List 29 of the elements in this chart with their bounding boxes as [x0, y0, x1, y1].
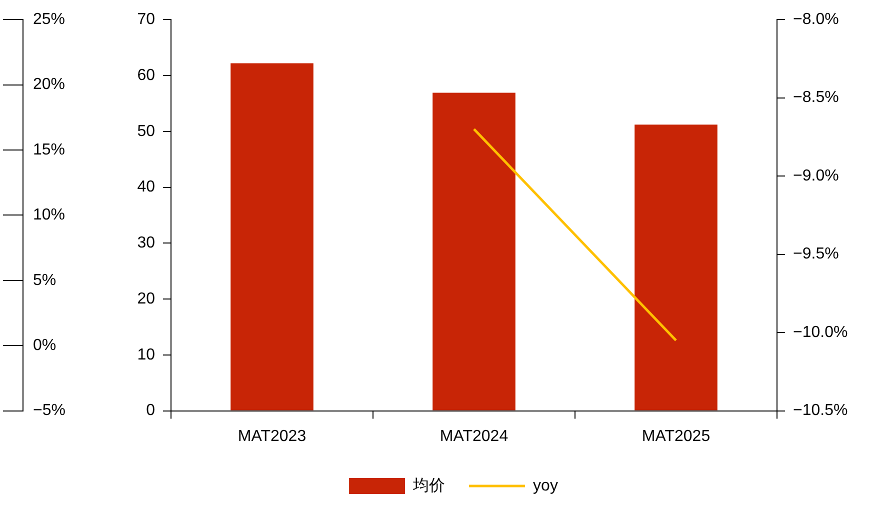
legend-label: 均价 — [412, 477, 446, 494]
y3-tick-label: −5% — [33, 402, 66, 420]
y3-tick-label: 15% — [33, 141, 66, 158]
x-tick-label: MAT2023 — [238, 428, 306, 445]
y2-tick-label: −10.0% — [793, 324, 848, 341]
bar — [432, 92, 516, 410]
y-tick-label: 20 — [137, 290, 156, 308]
y-tick-label: 70 — [137, 11, 156, 28]
y3-tick-label: 10% — [33, 206, 66, 224]
y3-tick-label: 25% — [33, 11, 66, 28]
bar — [634, 124, 718, 410]
y2-tick-label: −8.5% — [793, 89, 839, 106]
y3-tick-label: 5% — [33, 272, 56, 289]
x-tick-label: MAT2025 — [642, 428, 710, 445]
y-tick-label: 0 — [146, 402, 156, 420]
x-tick-label: MAT2024 — [440, 428, 508, 445]
y3-tick-label: 20% — [33, 76, 66, 94]
y2-tick-label: −10.5% — [793, 402, 848, 420]
y-tick-label: 10 — [137, 346, 156, 364]
y-tick-label: 30 — [137, 234, 156, 252]
y-tick-label: 40 — [137, 178, 156, 196]
y-tick-label: 60 — [137, 66, 156, 84]
y2-tick-label: −9.0% — [793, 167, 839, 184]
bar — [230, 63, 314, 410]
y2-tick-label: −8.0% — [793, 11, 839, 28]
y3-tick-label: 0% — [33, 337, 56, 354]
y2-tick-label: −9.5% — [793, 246, 839, 263]
legend-label: yoy — [533, 477, 558, 494]
y-tick-label: 50 — [137, 122, 156, 140]
